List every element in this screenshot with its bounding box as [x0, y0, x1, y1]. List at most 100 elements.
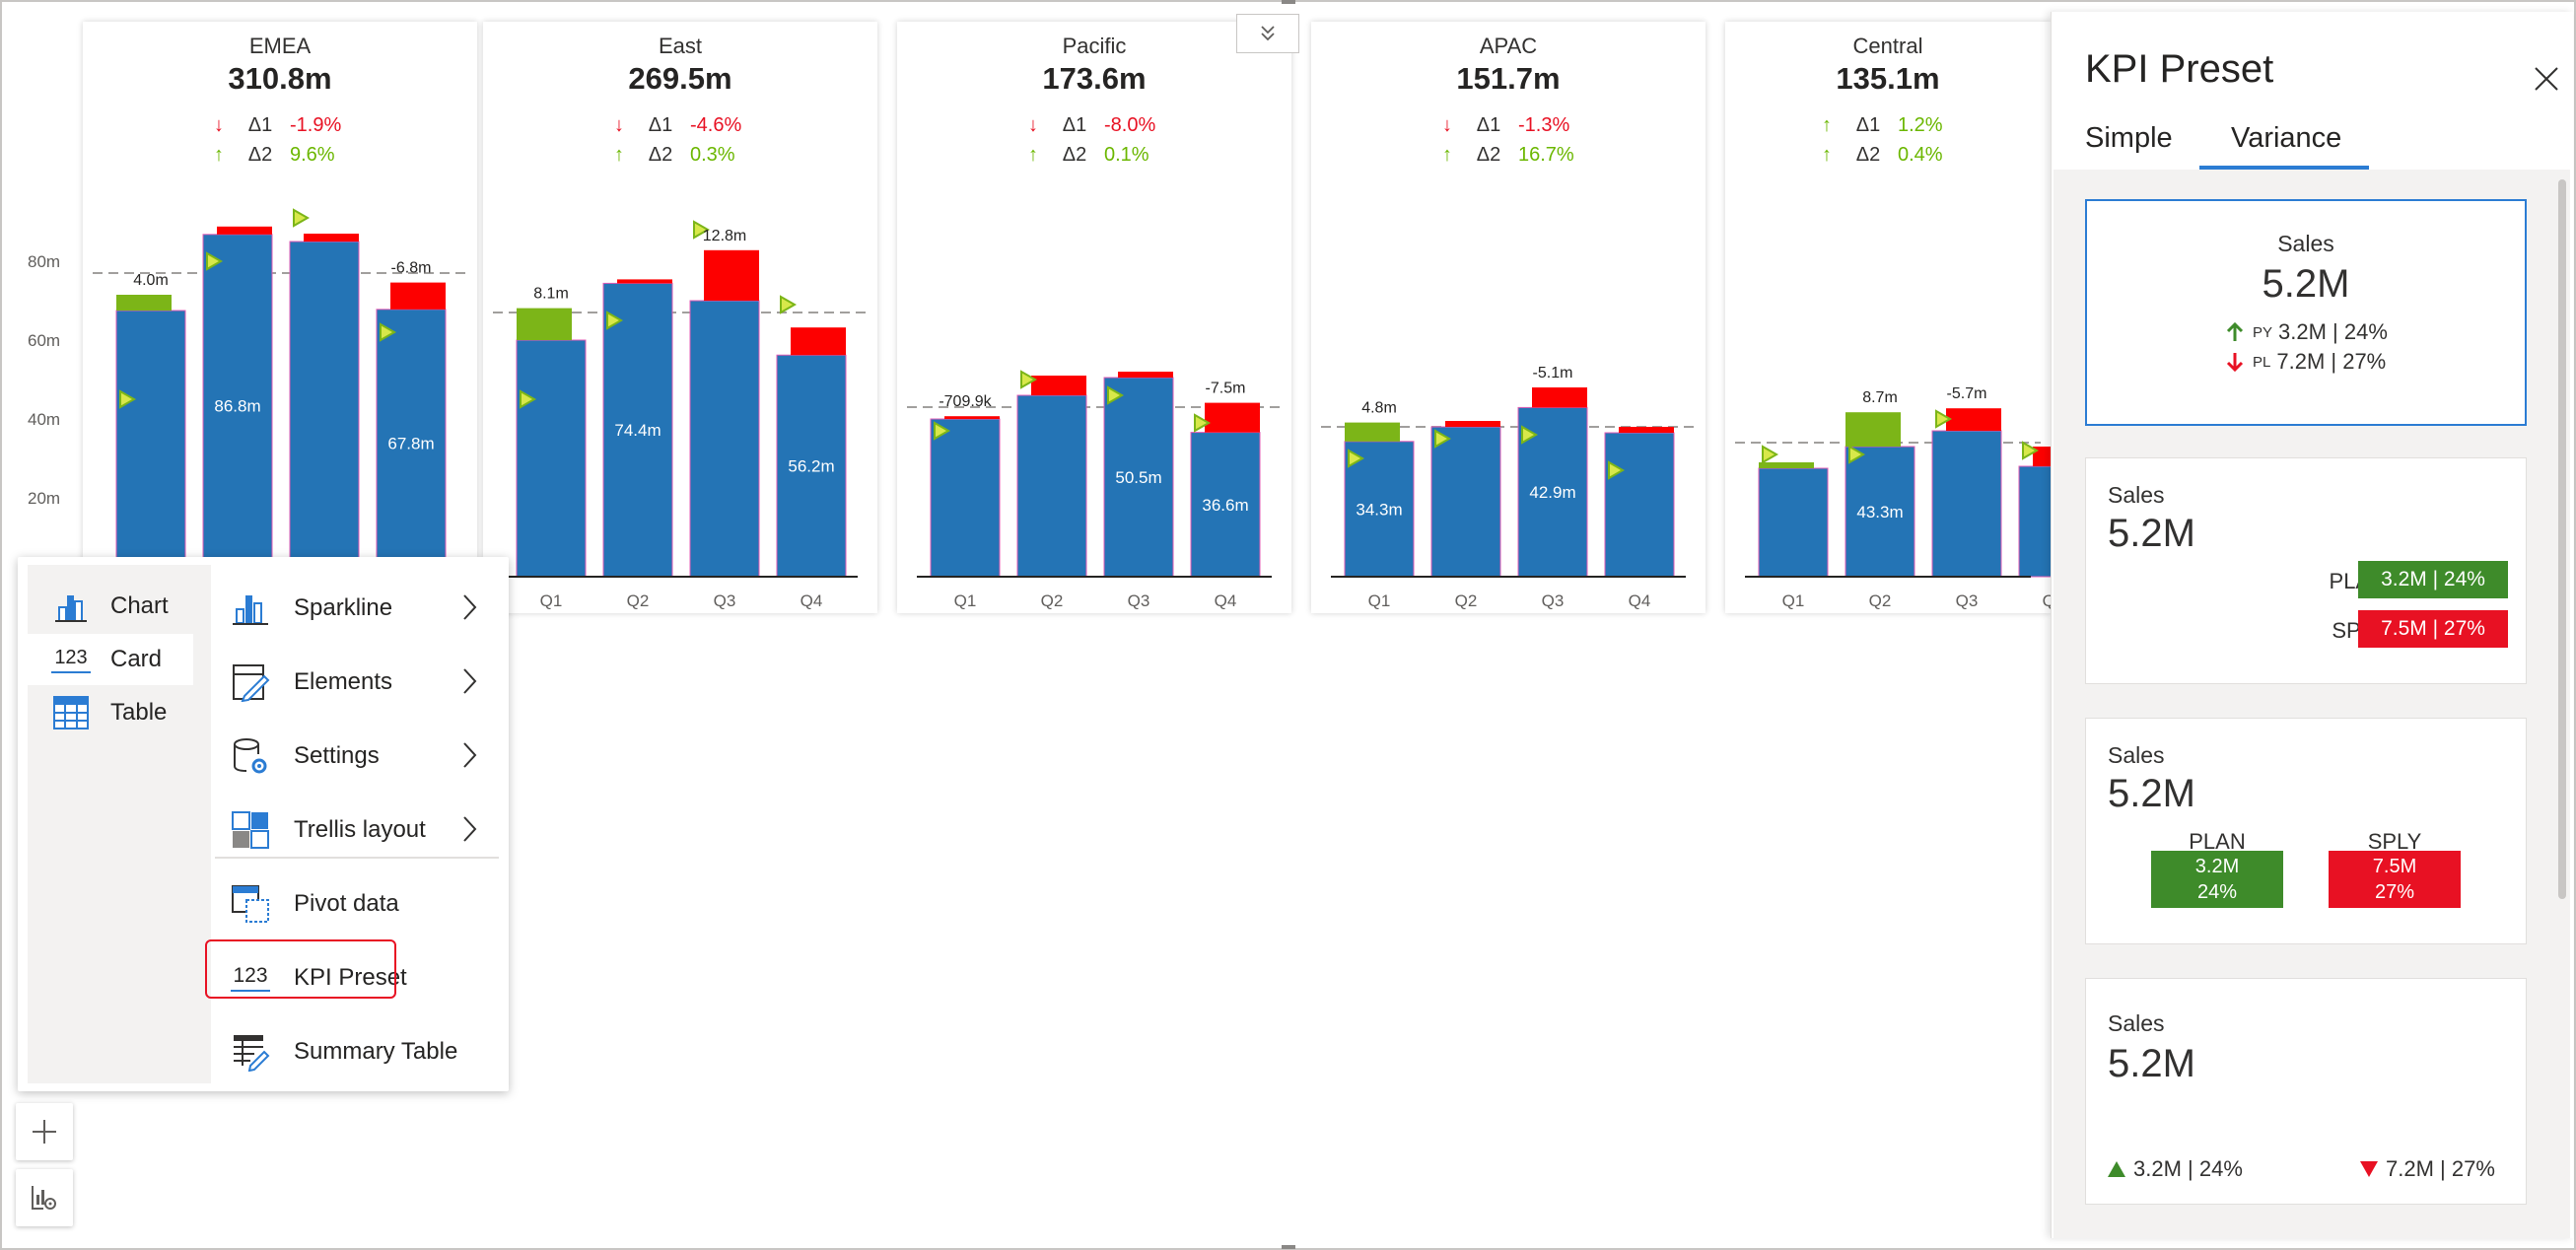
bar-variance-negative[interactable] [617, 279, 672, 284]
chart-panel-emea[interactable]: 4.0mQ186.8mQ2Q367.8m-6.8mQ4EMEA310.8m↓Δ1… [83, 22, 477, 613]
bar-variance-negative[interactable] [1118, 372, 1173, 378]
bar-actual[interactable] [1845, 446, 1915, 578]
sparkline-icon [229, 587, 272, 630]
panel-delta-1: ↑ Δ1 1.2% [1725, 114, 2051, 137]
bar-actual[interactable] [1016, 394, 1087, 578]
trellis-icon [229, 808, 272, 852]
menu-item-label: Summary Table [294, 1038, 458, 1065]
bar-actual[interactable] [1758, 467, 1829, 578]
kpi-preset-card-2[interactable]: Sales 5.2M PLAN 3.2M | 24% SPLY 7.5M | 2… [2085, 457, 2527, 684]
visual-type-card[interactable]: 123 Card [28, 634, 193, 685]
bar-actual[interactable] [930, 418, 1001, 578]
bar-variance-negative[interactable] [704, 249, 759, 301]
kpi-preset-card-1[interactable]: Sales 5.2M PY 3.2M | 24% PL 7.2M | 27% [2085, 199, 2527, 426]
chart-panel-central[interactable]: Q143.3m8.7mQ2-5.7mQ3Q4Central135.1m↑Δ11.… [1725, 22, 2051, 613]
bar-variance-negative[interactable] [1619, 427, 1674, 433]
bar-actual[interactable] [289, 241, 360, 578]
chevron-right-icon [463, 668, 477, 694]
card-value: 5.2M [2108, 512, 2195, 555]
chart-panel-east[interactable]: 8.1m Q1 74.4m Q2 12.8m Q3 56.2m Q4 East 269.5m ↓ Δ1… [483, 22, 877, 613]
visual-type-table[interactable]: Table [28, 687, 193, 738]
bar-value-label: 50.5m [1115, 468, 1161, 487]
bar-variance-positive[interactable] [1845, 412, 1901, 447]
arrow-up-icon [2226, 321, 2244, 341]
tab-variance[interactable]: Variance [2231, 122, 2342, 154]
bar-actual[interactable] [1604, 432, 1675, 578]
bar-variance-negative[interactable] [217, 226, 272, 235]
bar-actual[interactable] [602, 282, 673, 578]
arrow-up-icon: ↑ [214, 144, 224, 166]
bar-actual[interactable] [376, 309, 447, 578]
delta-value: -1.3% [1518, 114, 1570, 136]
pivot-icon [229, 882, 272, 926]
kpi-preset-card-3[interactable]: Sales 5.2M PLAN 3.2M 24% SPLY 7.5M 27% [2085, 718, 2527, 944]
delta-label: Δ2 [247, 144, 273, 166]
chart-panel-pacific[interactable]: -709.9k Q1 Q2 50.5m Q3 36.6m -7.5m Q4 Pacific 173… [897, 22, 1291, 613]
bar-variance-negative[interactable] [1031, 376, 1086, 395]
summary-table-icon [229, 1030, 272, 1074]
bar-actual[interactable] [1931, 430, 2002, 578]
kpi-preset-card-4[interactable]: Sales 5.2M 3.2M | 24% 7.2M | 27% [2085, 978, 2527, 1205]
target-marker [119, 389, 137, 409]
menu-item-settings[interactable]: Settings [215, 725, 507, 788]
plan-value-box: 3.2M 24% [2151, 851, 2283, 908]
card-title: Sales [2108, 742, 2165, 768]
visual-options-menu: Chart 123 Card Table Sparkline Elements … [18, 557, 509, 1091]
resize-handle-top[interactable] [1282, 0, 1295, 4]
category-label: Q3 [1128, 591, 1150, 610]
bar-variance-negative[interactable] [1445, 421, 1500, 427]
bar-variance-positive[interactable] [1345, 422, 1400, 442]
visual-type-chart[interactable]: Chart [28, 581, 193, 632]
panel-delta-2: ↑ Δ2 16.7% [1311, 144, 1706, 167]
menu-item-summary-table[interactable]: Summary Table [215, 1020, 507, 1083]
bar-actual[interactable] [516, 339, 587, 578]
menu-item-pivot-data[interactable]: Pivot data [215, 872, 507, 936]
delta-value: -8.0% [1104, 114, 1156, 136]
bar-actual[interactable] [1103, 377, 1174, 578]
bar-actual[interactable] [2018, 465, 2051, 578]
resize-handle-bottom[interactable] [1282, 1245, 1295, 1249]
bar-variance-positive[interactable] [517, 308, 572, 340]
chart-settings-button[interactable] [16, 1169, 73, 1226]
bar-value-label: 36.6m [1202, 496, 1248, 515]
chart-panel-apac[interactable]: 34.3m 4.8m Q1 Q2 42.9m -5.1m Q3 Q4 APAC 151.7m ↓ Δ1… [1311, 22, 1706, 613]
panel-region-title: Pacific [1062, 34, 1127, 58]
bar-variance-negative[interactable] [1532, 387, 1587, 408]
menu-item-kpi-preset[interactable]: 123 KPI Preset [215, 946, 507, 1009]
menu-item-trellis-layout[interactable]: Trellis layout [215, 799, 507, 862]
collapse-header-button[interactable] [1236, 14, 1299, 53]
bar-actual[interactable] [689, 300, 760, 578]
bar-variance-positive[interactable] [116, 295, 172, 311]
bar-variance-negative[interactable] [304, 234, 359, 242]
target-marker [206, 251, 224, 271]
target-marker [780, 295, 798, 314]
close-button[interactable] [2529, 61, 2564, 97]
panel-scrollbar-thumb[interactable] [2558, 179, 2566, 899]
card-value: 5.2M [2108, 772, 2195, 815]
bar-variance-negative[interactable] [2033, 447, 2051, 466]
y-axis: 80m 60m 40m 20m [0, 0, 79, 1250]
bar-actual[interactable] [1430, 426, 1501, 578]
bar-variance-negative[interactable] [1205, 402, 1260, 433]
bar-actual[interactable] [115, 310, 186, 578]
panel-delta-2: ↑ Δ2 0.3% [483, 144, 877, 167]
menu-item-sparkline[interactable]: Sparkline [215, 577, 507, 640]
add-button[interactable] [16, 1103, 73, 1160]
sply-value-pill: 7.5M | 27% [2358, 610, 2508, 648]
target-marker [693, 220, 711, 240]
bar-variance-negative[interactable] [791, 327, 846, 356]
bar-variance-negative[interactable] [1946, 408, 2001, 431]
bar-variance-negative[interactable] [390, 282, 446, 310]
bar-variance-positive[interactable] [1759, 462, 1814, 468]
menu-item-elements[interactable]: Elements [215, 651, 507, 714]
bar-actual[interactable] [1344, 441, 1415, 578]
delta-value: 0.1% [1104, 144, 1149, 166]
bar-variance-negative[interactable] [944, 416, 1000, 419]
bar-actual[interactable] [202, 234, 273, 578]
bar-value-label: 56.2m [788, 457, 834, 476]
variance-label: -5.1m [1533, 365, 1573, 382]
kpi-preset-icon: 123 [229, 956, 272, 1000]
sply-percent: 27% [2374, 881, 2415, 903]
category-label: Q3 [1542, 591, 1565, 610]
tab-simple[interactable]: Simple [2085, 122, 2173, 154]
